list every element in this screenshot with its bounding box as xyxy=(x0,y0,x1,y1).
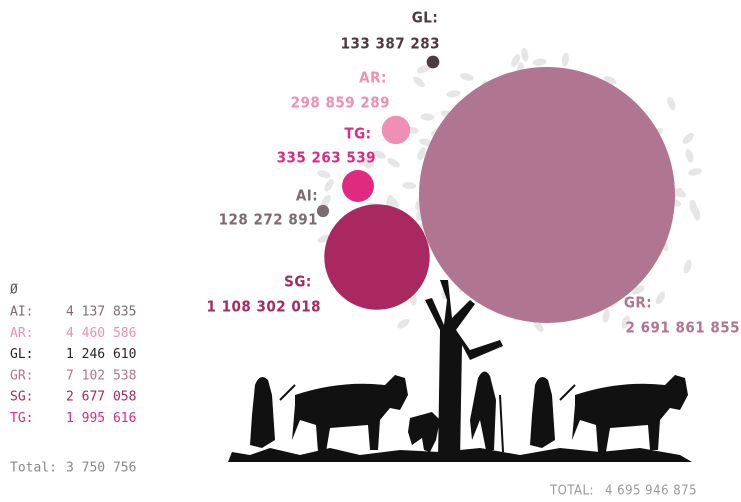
bubble-value: 128 272 891 xyxy=(219,211,318,229)
bubble xyxy=(342,170,374,202)
legend-name: AR: xyxy=(10,326,33,341)
bubble-value: 335 263 539 xyxy=(277,149,376,167)
bubble xyxy=(317,205,329,217)
leaf xyxy=(682,259,693,274)
legend-name: GL: xyxy=(10,347,33,362)
leaf xyxy=(459,72,474,82)
legend-value: 2 677 058 xyxy=(66,390,136,405)
leaf xyxy=(446,89,461,98)
legend-value: 7 102 538 xyxy=(66,368,136,383)
leaf xyxy=(420,113,434,121)
leaf xyxy=(323,177,336,193)
legend-title: Ø xyxy=(10,283,18,298)
leaf xyxy=(684,148,695,163)
leaf xyxy=(666,96,678,112)
bubble xyxy=(419,67,675,323)
bubble-name: GL: xyxy=(412,9,439,27)
total-label: TOTAL: xyxy=(549,484,594,499)
legend-value: 1 995 616 xyxy=(66,411,136,426)
leaf xyxy=(561,52,570,67)
legend: Ø Total: 3 750 756 AI: 4 137 835 AR: 4 460 … xyxy=(10,283,136,476)
bubble xyxy=(324,204,429,309)
legend-value: 4 137 835 xyxy=(66,305,136,320)
bubble-name: AR: xyxy=(359,69,387,87)
leaf xyxy=(386,156,402,169)
bubble-name: AI: xyxy=(296,187,318,205)
bubble-name: SG: xyxy=(284,273,312,291)
infographic: GL: 133 387 283 AR: 298 859 289 TG: 335 263 5… xyxy=(0,0,741,502)
leaf xyxy=(532,58,547,66)
legend-value: 1 246 610 xyxy=(66,347,136,362)
bubble-name: TG: xyxy=(344,125,371,143)
bubble-value: 2 691 861 855 xyxy=(626,319,740,337)
leaf xyxy=(402,182,416,190)
leaf xyxy=(688,167,703,177)
legend-total-label: Total: xyxy=(10,461,57,476)
legend-name: SG: xyxy=(10,390,33,405)
leaf xyxy=(520,47,529,62)
legend-name: AI: xyxy=(10,305,33,320)
leaf xyxy=(411,75,426,90)
legend-name: GR: xyxy=(10,368,33,383)
leaf xyxy=(601,308,611,323)
leaf xyxy=(654,290,667,306)
bubble-value: 133 387 283 xyxy=(341,35,440,53)
legend-total-value: 3 750 756 xyxy=(66,461,136,476)
bubble-value: 1 108 302 018 xyxy=(207,298,321,316)
bubbles: GL: 133 387 283 AR: 298 859 289 TG: 335 263 5… xyxy=(207,9,740,337)
bubble-value: 298 859 289 xyxy=(291,94,390,112)
leaf xyxy=(681,131,696,146)
bubble xyxy=(382,116,410,144)
legend-value: 4 460 586 xyxy=(66,326,136,341)
leaf xyxy=(316,169,331,180)
bubble xyxy=(427,56,440,69)
legend-name: TG: xyxy=(10,411,33,426)
bubble-name: GR: xyxy=(624,294,652,312)
total-value: 4 695 946 875 xyxy=(605,484,697,499)
leaf xyxy=(396,317,412,331)
